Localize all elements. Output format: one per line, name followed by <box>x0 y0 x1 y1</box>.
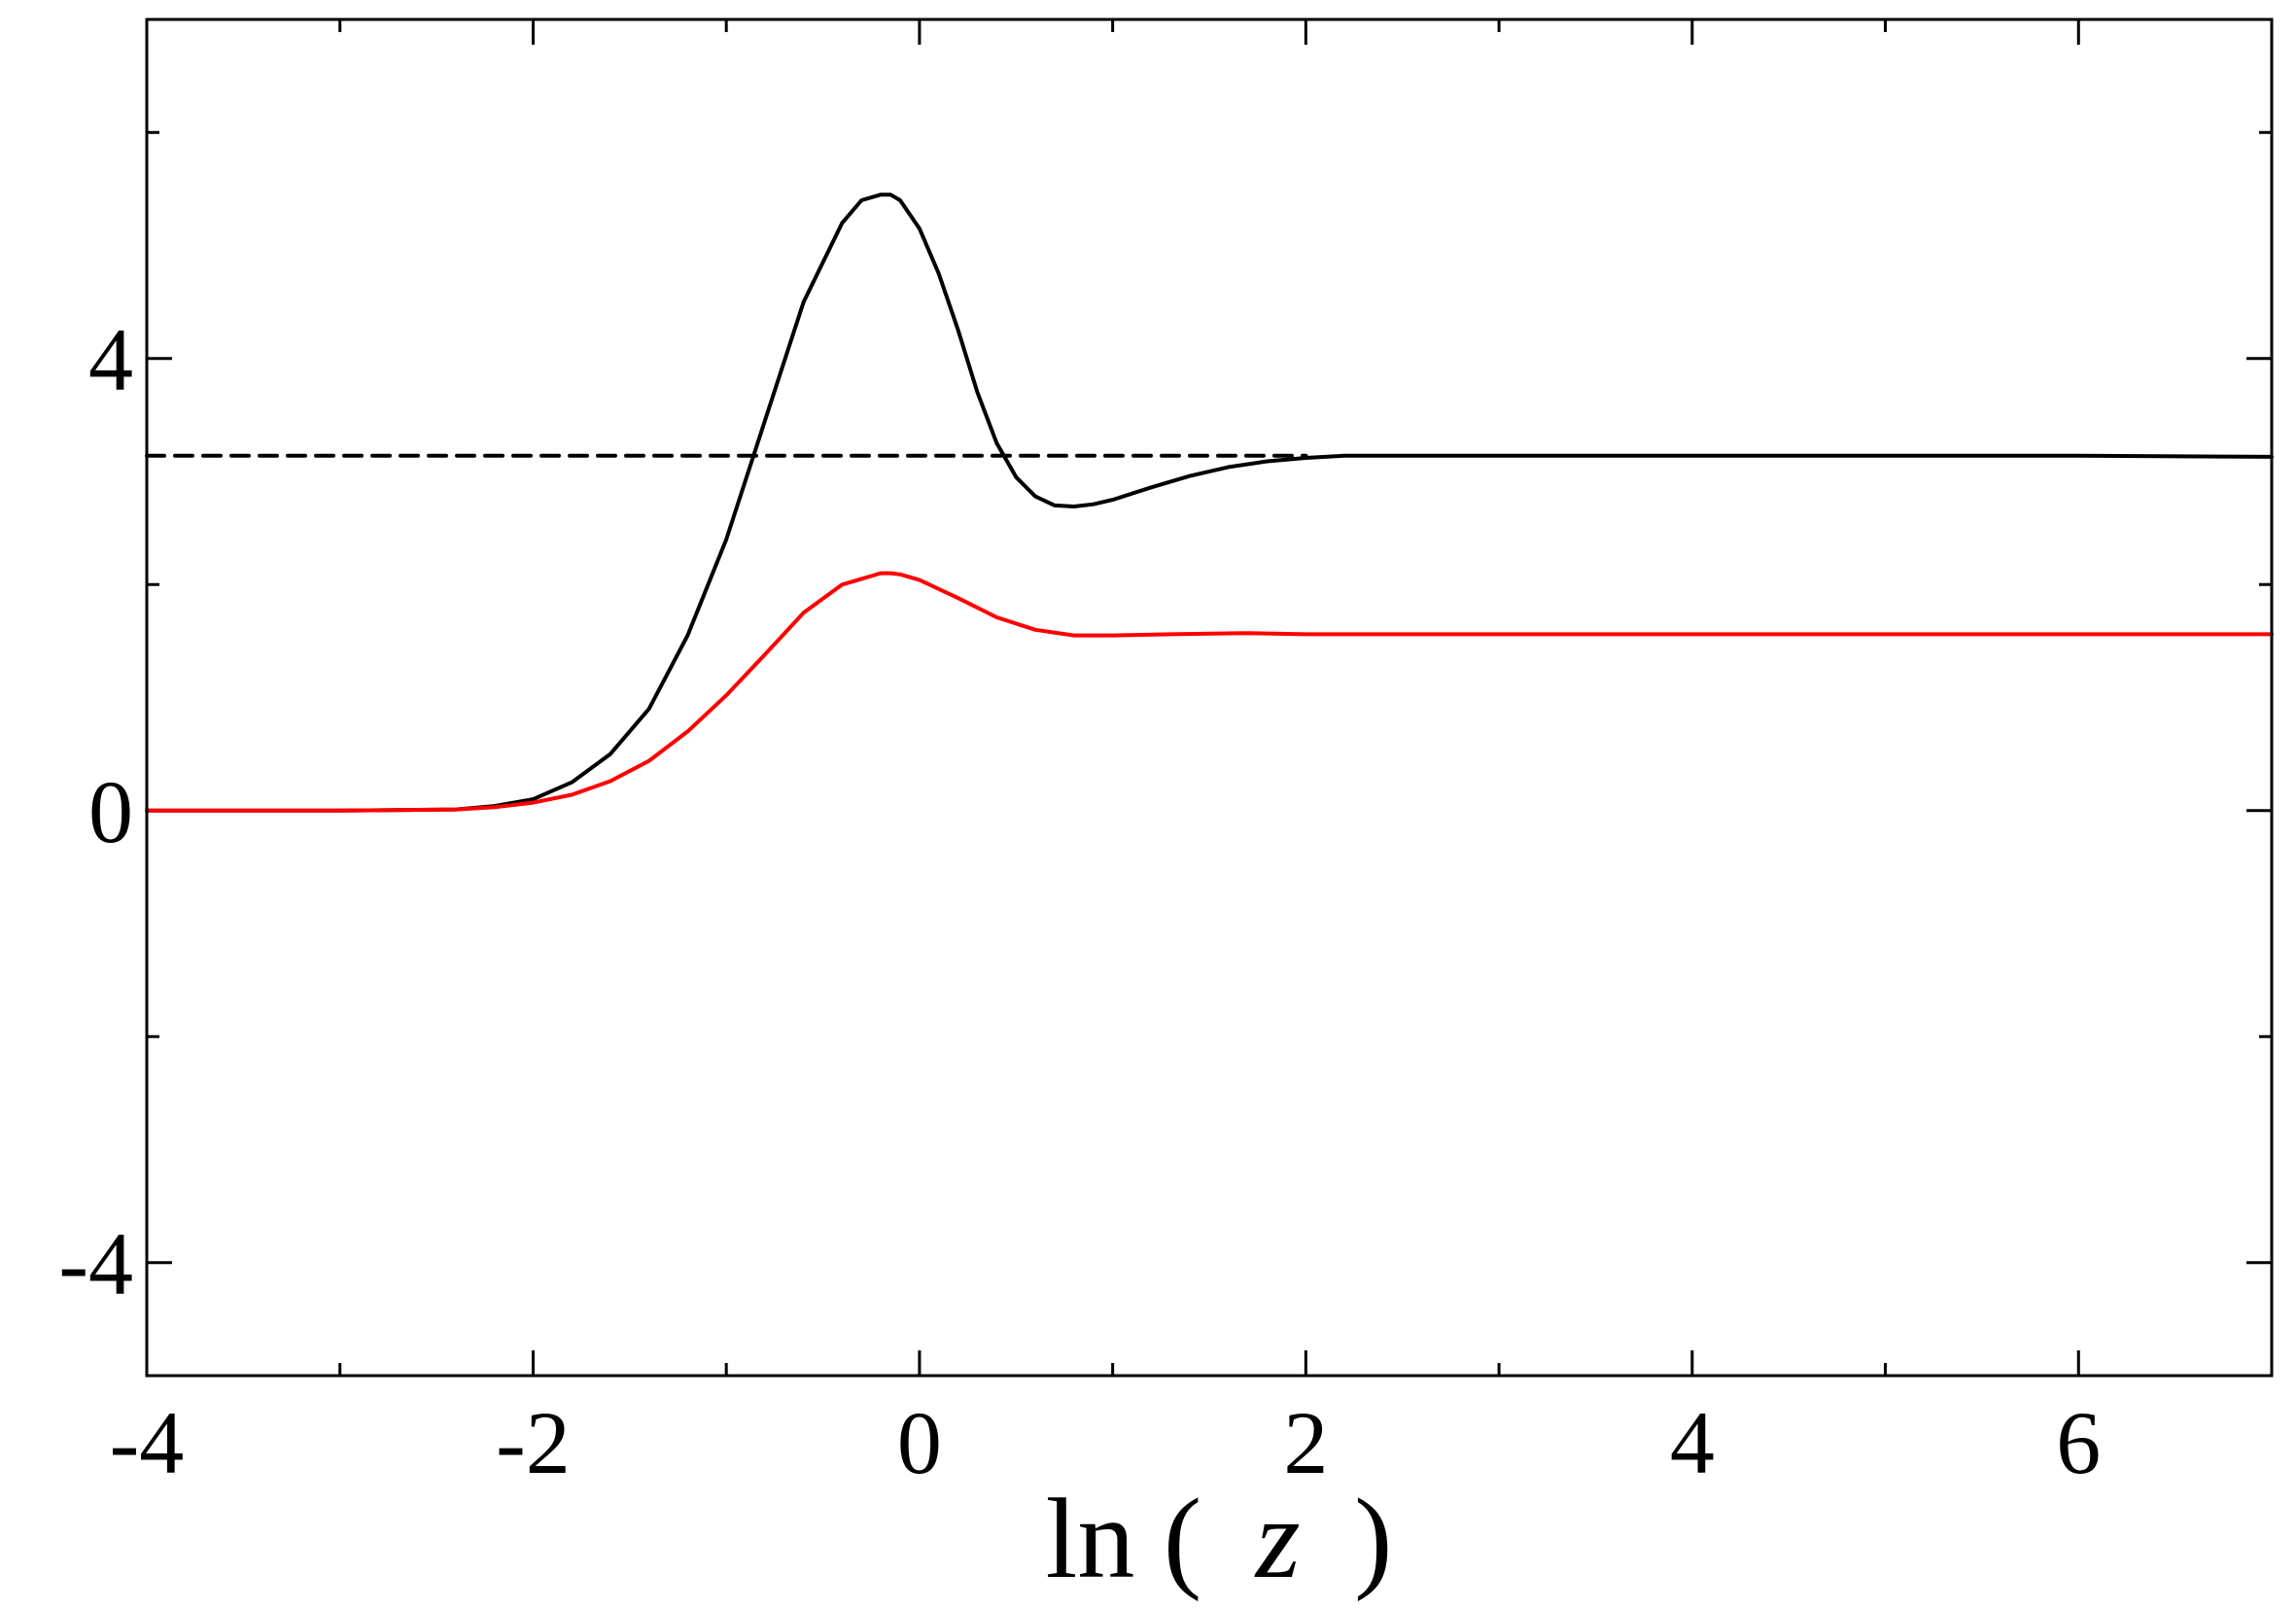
x-tick-label: 0 <box>897 1393 942 1492</box>
x-tick-label: -2 <box>496 1393 571 1492</box>
ticks-layer <box>145 19 2272 1376</box>
x-axis-title: ln ( z ) <box>1046 1475 1393 1602</box>
x-tick-label: 6 <box>2056 1393 2101 1492</box>
x-tick-label: 2 <box>1283 1393 1328 1492</box>
x-axis-title-close: ) <box>1354 1475 1392 1602</box>
x-tick-label: 4 <box>1670 1393 1715 1492</box>
y-tick-label: 0 <box>88 762 133 861</box>
series-line-2 <box>145 571 2274 813</box>
labels-layer: -4 -2 0 2 4 6 -4 0 4 <box>58 310 2101 1492</box>
y-tick-label: -4 <box>58 1214 133 1313</box>
x-tick-label: -4 <box>110 1393 185 1492</box>
plot-frame <box>145 17 2274 1378</box>
series-line-1 <box>145 192 2274 813</box>
series-layer <box>145 192 2274 813</box>
y-tick-label: 4 <box>88 310 133 409</box>
x-axis-title-var: z <box>1254 1475 1301 1602</box>
x-axis-title-fn: ln ( <box>1046 1475 1202 1602</box>
